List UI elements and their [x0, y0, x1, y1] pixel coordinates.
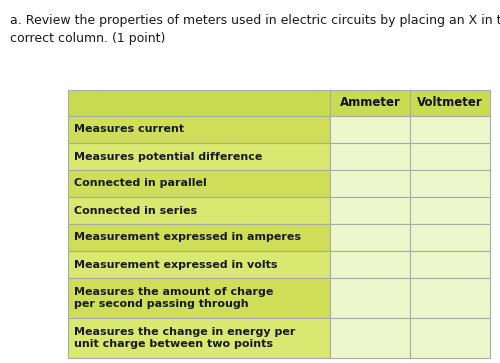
Bar	[410, 224, 490, 251]
Bar	[330, 143, 410, 170]
Text: Measures potential difference: Measures potential difference	[74, 151, 262, 162]
Text: Measures current: Measures current	[74, 125, 184, 135]
Bar	[410, 197, 490, 224]
Bar	[330, 197, 410, 224]
Bar	[330, 224, 410, 251]
Bar	[68, 197, 330, 224]
Bar	[68, 170, 330, 197]
Bar	[330, 278, 410, 318]
Bar	[410, 116, 490, 143]
Bar	[330, 251, 410, 278]
Bar	[330, 116, 410, 143]
Bar	[330, 318, 410, 358]
Bar	[68, 278, 330, 318]
Text: Measures the amount of charge
per second passing through: Measures the amount of charge per second…	[74, 287, 274, 309]
Bar	[410, 251, 490, 278]
Bar	[68, 318, 330, 358]
Bar	[68, 143, 330, 170]
Text: Connected in series: Connected in series	[74, 205, 197, 216]
Text: Measurement expressed in amperes: Measurement expressed in amperes	[74, 232, 301, 242]
Bar	[68, 116, 330, 143]
Bar	[410, 318, 490, 358]
Bar	[68, 224, 330, 251]
Bar	[330, 170, 410, 197]
Bar	[410, 143, 490, 170]
Text: Measurement expressed in volts: Measurement expressed in volts	[74, 260, 278, 269]
Bar	[68, 251, 330, 278]
Bar	[330, 90, 410, 116]
Text: Ammeter: Ammeter	[340, 97, 400, 110]
Text: Voltmeter: Voltmeter	[417, 97, 483, 110]
Text: Measures the change in energy per
unit charge between two points: Measures the change in energy per unit c…	[74, 327, 296, 349]
Text: Connected in parallel: Connected in parallel	[74, 179, 207, 188]
Text: a. Review the properties of meters used in electric circuits by placing an X in : a. Review the properties of meters used …	[10, 14, 500, 27]
Bar	[410, 90, 490, 116]
Bar	[68, 90, 330, 116]
Bar	[410, 170, 490, 197]
Bar	[410, 278, 490, 318]
Text: correct column. (1 point): correct column. (1 point)	[10, 32, 166, 45]
